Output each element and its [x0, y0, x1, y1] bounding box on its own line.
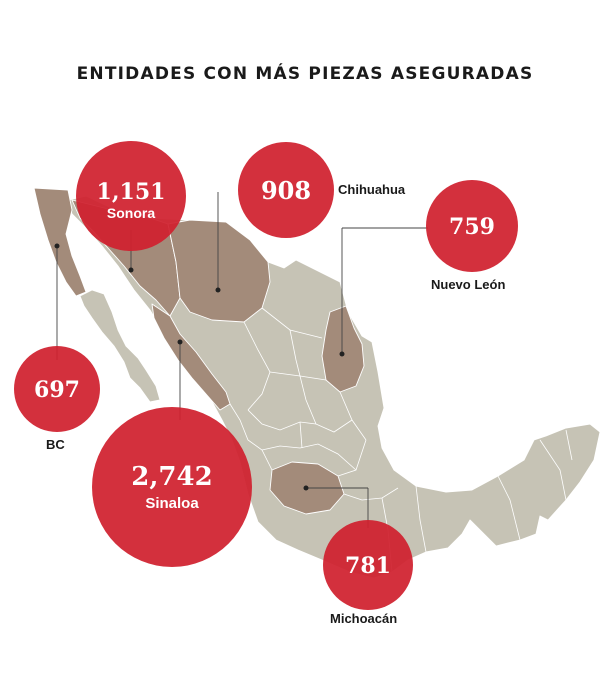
bubble-chihuahua: 908: [238, 142, 334, 238]
bubble-bc: 697: [14, 346, 100, 432]
bubble-nuevo-leon: 759: [426, 180, 518, 272]
label-nuevo-leon: Nuevo León: [431, 277, 505, 292]
bubble-sonora: 1,151 Sonora: [76, 141, 186, 251]
value-bc: 697: [34, 377, 80, 403]
label-chihuahua: Chihuahua: [338, 182, 406, 197]
bubble-sinaloa: 2,742 Sinaloa: [92, 407, 252, 567]
value-nuevo-leon: 759: [449, 214, 495, 240]
state-sinaloa: [151, 303, 231, 411]
state-nuevo-leon: [321, 305, 365, 393]
state-bc: [33, 187, 87, 297]
map-title: ENTIDADES CON MÁS PIEZAS ASEGURADAS: [76, 64, 534, 84]
value-chihuahua: 908: [261, 176, 311, 205]
label-sonora: Sonora: [107, 205, 155, 221]
value-sonora: 1,151: [97, 179, 166, 205]
leader-dots: [54, 243, 345, 491]
state-borders: [229, 307, 573, 573]
value-sinaloa: 2,742: [131, 462, 212, 492]
bubble-michoacan: 781: [323, 520, 413, 610]
baja-sur: [79, 289, 161, 403]
label-michoacan: Michoacán: [330, 611, 397, 626]
label-sinaloa: Sinaloa: [145, 495, 199, 512]
label-bc: BC: [46, 437, 65, 452]
value-michoacan: 781: [345, 553, 391, 579]
